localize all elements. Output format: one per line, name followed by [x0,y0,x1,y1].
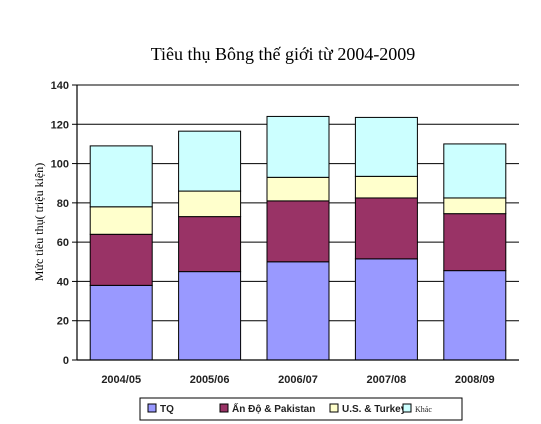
y-tick-label: 140 [51,80,69,92]
bar-segment [89,206,153,235]
legend-label: Ấn Độ & Pakistan [232,402,315,415]
bar-segment [178,130,242,192]
y-tick-labels: 0 20 40 60 80 100 120 140 [51,80,69,367]
legend-label: Khác [415,405,432,414]
x-tick-label: 2005/06 [190,374,230,386]
bar-segment [266,176,330,202]
bar-segment [354,258,418,361]
legend-label: TQ [160,404,174,415]
x-tick-labels: 2004/05 2005/06 2006/07 2007/08 2008/09 [101,374,494,386]
y-tick-label: 0 [63,355,69,367]
bar-segment [89,233,153,286]
x-tick-label: 2004/05 [101,374,141,386]
legend-swatch [402,403,412,413]
bar-segment [266,261,330,361]
bar-segment [89,284,153,361]
x-tick-label: 2006/07 [278,374,318,386]
bar-stacks [89,115,507,361]
legend-label: U.S. & Turkey [342,404,407,415]
bar-segment [443,213,507,272]
y-axis-label: Mức tiêu thụ( triệu kiện) [32,163,46,281]
legend-swatch [219,403,229,413]
y-tick-label: 120 [51,119,69,131]
legend-swatch [147,403,157,413]
bar-segment [178,216,242,273]
bar-segment [266,200,330,263]
bar-segment [354,197,418,260]
bar-segment [443,270,507,361]
y-tick-label: 80 [57,198,69,210]
bar-segment [89,145,153,208]
legend-swatch [329,403,339,413]
y-tick-label: 100 [51,159,69,171]
bar-segment [178,190,242,218]
x-tick-label: 2007/08 [367,374,407,386]
bar-segment [443,197,507,215]
legend: TQ Ấn Độ & Pakistan U.S. & Turkey Khác [139,397,463,421]
y-tick-label: 40 [57,276,69,288]
bar-segment [178,271,242,361]
bar-segment [354,116,418,177]
bar-segment [443,143,507,199]
x-tick-label: 2008/09 [455,374,495,386]
bar-segment [354,175,418,199]
bar-segment [266,115,330,178]
y-tick-label: 20 [57,316,69,328]
chart-title: Tiêu thụ Bông thế giới từ 2004-2009 [151,44,416,64]
y-tick-label: 60 [57,237,69,249]
axes [76,85,519,361]
